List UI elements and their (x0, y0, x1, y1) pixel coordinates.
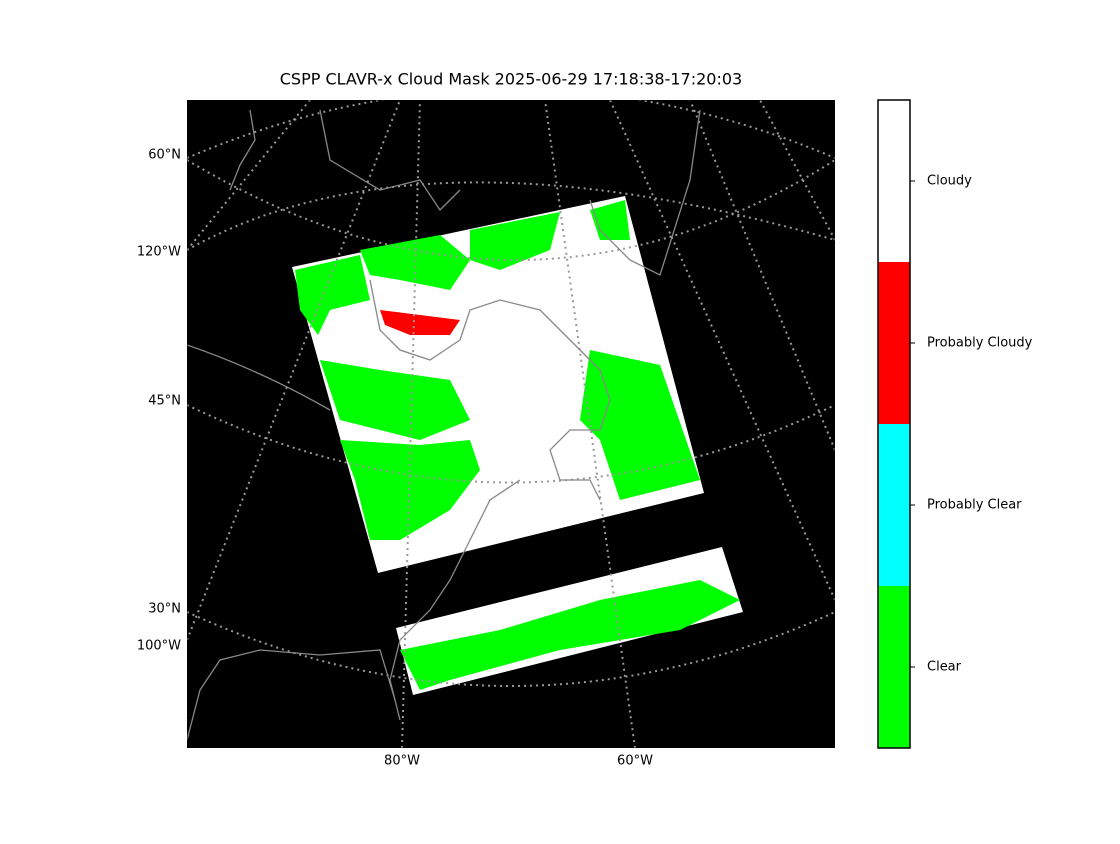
colorbar-label: Probably Clear (927, 498, 1022, 513)
lat-label: 45°N (148, 394, 181, 409)
lon-label: 60°W (617, 754, 653, 769)
colorbar-segment (878, 424, 910, 586)
colorbar-frame (877, 99, 911, 749)
colorbar: Clear Probably Clear Probably Cloudy Cloudy (877, 99, 1033, 749)
lon-label: 100°W (137, 639, 181, 654)
lat-label: 30°N (148, 602, 181, 617)
map (187, 100, 835, 748)
lon-label: 120°W (137, 245, 181, 260)
title: CSPP CLAVR-x Cloud Mask 2025-06-29 17:18… (280, 70, 742, 89)
colorbar-label: Cloudy (927, 174, 972, 189)
graticule (187, 100, 835, 748)
colorbar-label: Probably Cloudy (927, 336, 1033, 351)
colorbar-label: Clear (927, 660, 962, 675)
coastlines (187, 109, 701, 741)
lon-label: 80°W (384, 754, 420, 769)
clear-areas (295, 200, 740, 690)
lat-label: 60°N (148, 148, 181, 163)
colorbar-segment (878, 100, 910, 262)
colorbar-segment (878, 586, 910, 748)
colorbar-segment (878, 262, 910, 424)
probably-cloudy-areas (380, 310, 460, 335)
